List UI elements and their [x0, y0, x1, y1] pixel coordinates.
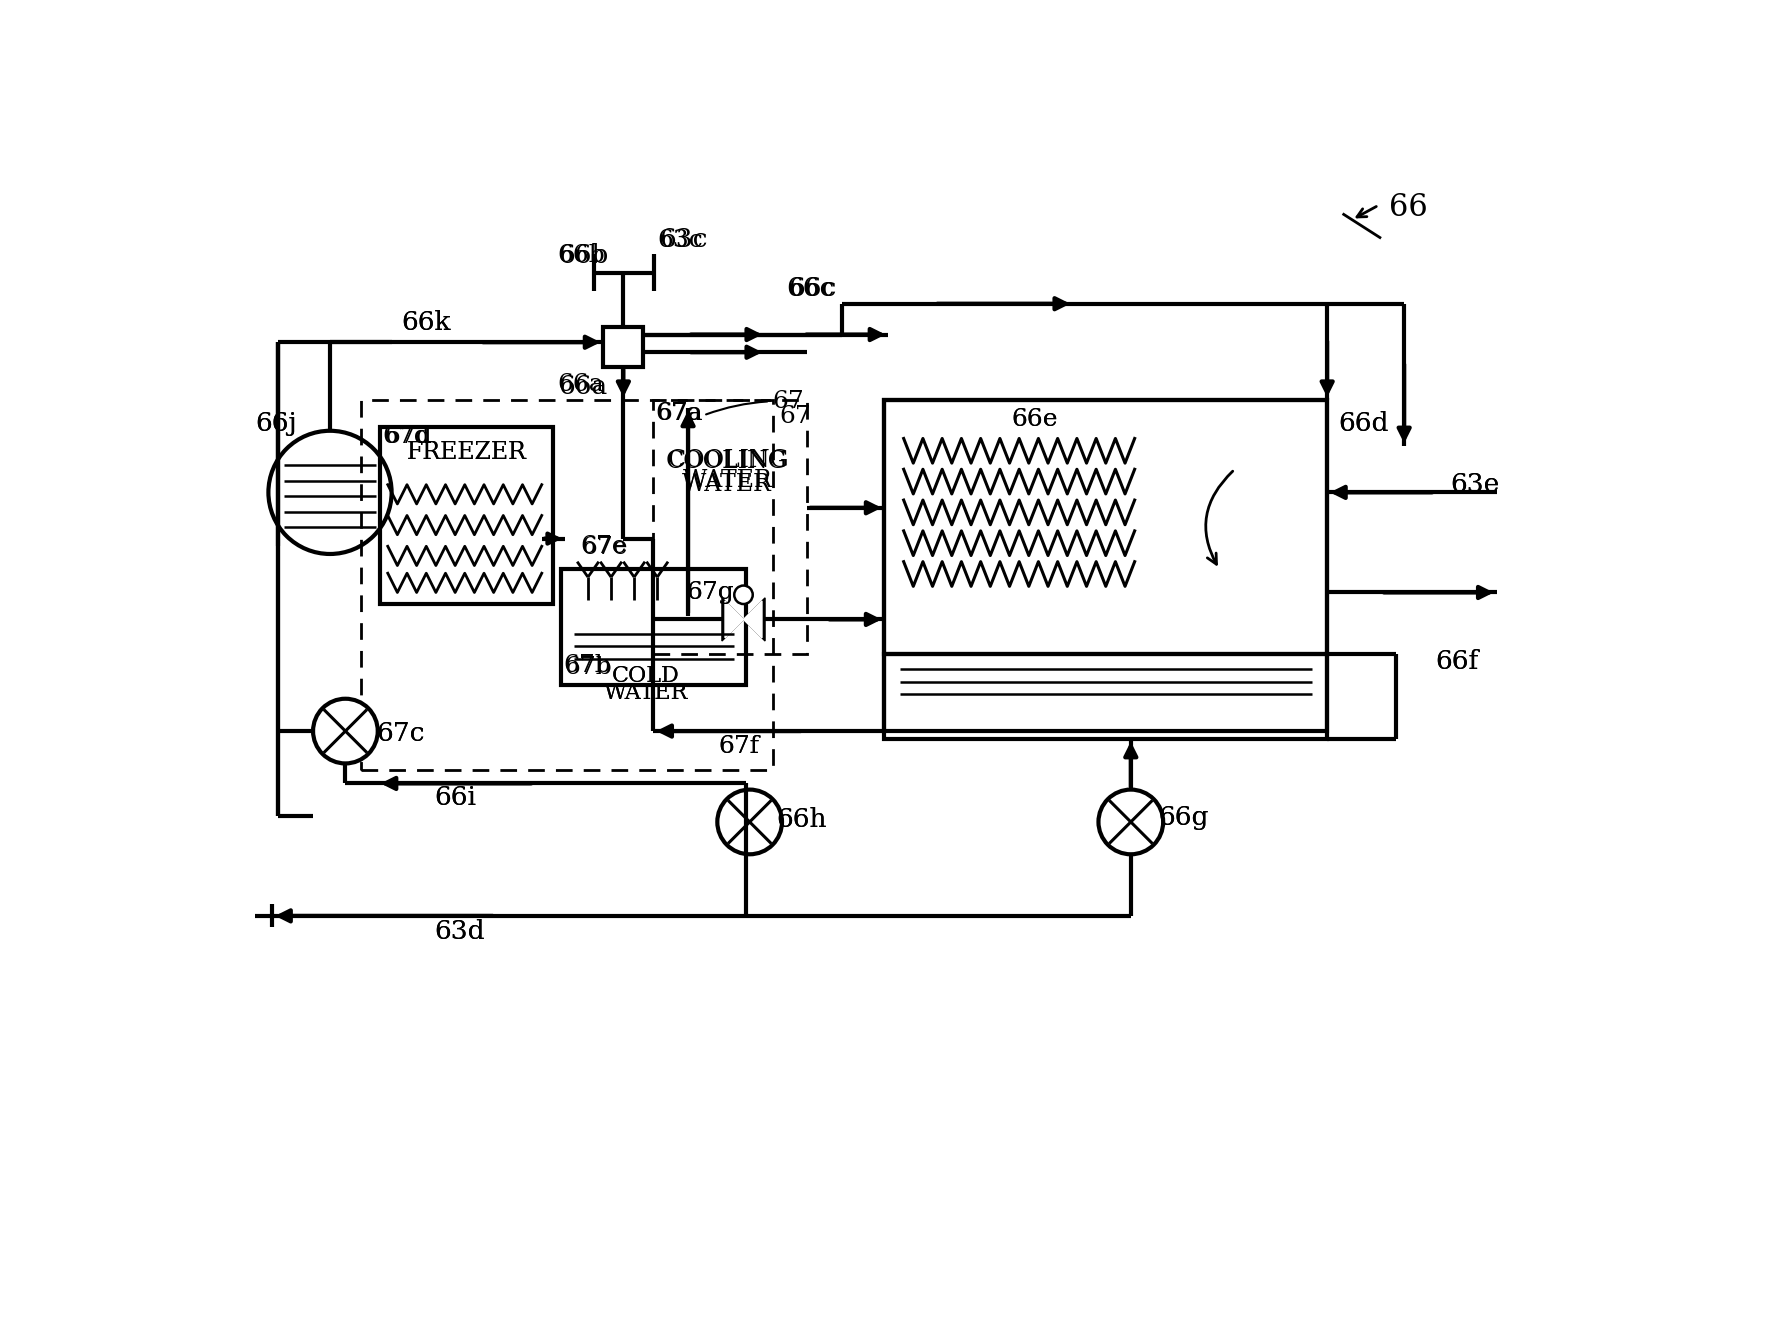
Text: 66a: 66a [558, 375, 608, 399]
Text: 63d: 63d [434, 919, 484, 943]
Text: 66c: 66c [787, 276, 835, 301]
Text: 67d: 67d [385, 426, 431, 449]
Text: 63c: 63c [658, 228, 704, 253]
Text: COLD: COLD [612, 665, 679, 687]
Polygon shape [743, 601, 762, 638]
Text: 66b: 66b [558, 243, 610, 267]
Text: COLD: COLD [612, 665, 679, 687]
Text: 66d: 66d [1339, 410, 1388, 435]
Bar [379, 427, 553, 603]
Text: 66j: 66j [255, 410, 298, 435]
Bar [885, 401, 1328, 739]
Text: 67: 67 [778, 406, 810, 429]
Text: WATER: WATER [681, 473, 771, 496]
Text: 66k: 66k [402, 310, 450, 336]
Circle shape [734, 586, 754, 603]
Text: 67b: 67b [564, 655, 612, 677]
Text: 67b: 67b [566, 656, 613, 680]
Text: 63e: 63e [1450, 472, 1500, 497]
Text: 67f: 67f [718, 735, 761, 758]
Circle shape [1099, 790, 1163, 855]
Text: 67a: 67a [656, 402, 702, 425]
Text: 66i: 66i [434, 785, 475, 810]
Text: 66f: 66f [1434, 649, 1479, 675]
Polygon shape [722, 598, 743, 641]
Bar [885, 655, 1328, 731]
Text: 66g: 66g [1158, 805, 1207, 829]
Text: 66: 66 [1388, 192, 1427, 223]
Text: 67g: 67g [686, 581, 734, 603]
Text: WATER: WATER [603, 681, 688, 703]
Text: 67d: 67d [383, 426, 431, 449]
Bar [560, 570, 746, 685]
Text: 67: 67 [706, 390, 805, 414]
Text: 66f: 66f [1434, 649, 1479, 675]
Bar [603, 327, 644, 367]
Text: WATER: WATER [603, 681, 688, 703]
Text: FREEZER: FREEZER [408, 441, 527, 464]
Text: 66i: 66i [434, 785, 475, 810]
Text: FREEZER: FREEZER [408, 441, 527, 464]
Circle shape [314, 699, 378, 763]
Text: 67g: 67g [686, 581, 734, 603]
Text: 67f: 67f [718, 735, 761, 758]
Text: 67c: 67c [376, 720, 426, 746]
Text: 63d: 63d [434, 919, 484, 943]
Bar [362, 401, 773, 770]
Text: WATER: WATER [683, 469, 773, 492]
Text: 67e: 67e [580, 535, 628, 558]
Text: 66e: 66e [1011, 407, 1058, 430]
Text: 66b: 66b [557, 245, 605, 267]
Text: 66h: 66h [777, 808, 828, 832]
Circle shape [718, 790, 782, 855]
Text: 63e: 63e [1450, 472, 1500, 497]
Polygon shape [743, 598, 766, 641]
Text: 67a: 67a [656, 402, 704, 425]
Text: 66h: 66h [777, 808, 828, 832]
Text: 66d: 66d [1339, 410, 1388, 435]
Text: 66g: 66g [1158, 805, 1207, 829]
Text: 67c: 67c [376, 720, 426, 746]
Bar [885, 401, 1328, 655]
Bar [654, 401, 807, 655]
Text: COOLING: COOLING [665, 450, 787, 473]
Polygon shape [725, 601, 743, 638]
Text: 66e: 66e [1011, 407, 1058, 430]
Text: 67e: 67e [582, 536, 628, 559]
Text: 66k: 66k [402, 310, 450, 336]
Text: COOLING: COOLING [667, 449, 789, 472]
Text: 66c: 66c [789, 276, 837, 301]
Text: 66j: 66j [255, 410, 298, 435]
Text: 66a: 66a [557, 374, 605, 396]
Circle shape [268, 431, 392, 554]
Text: 63c: 63c [660, 227, 707, 253]
